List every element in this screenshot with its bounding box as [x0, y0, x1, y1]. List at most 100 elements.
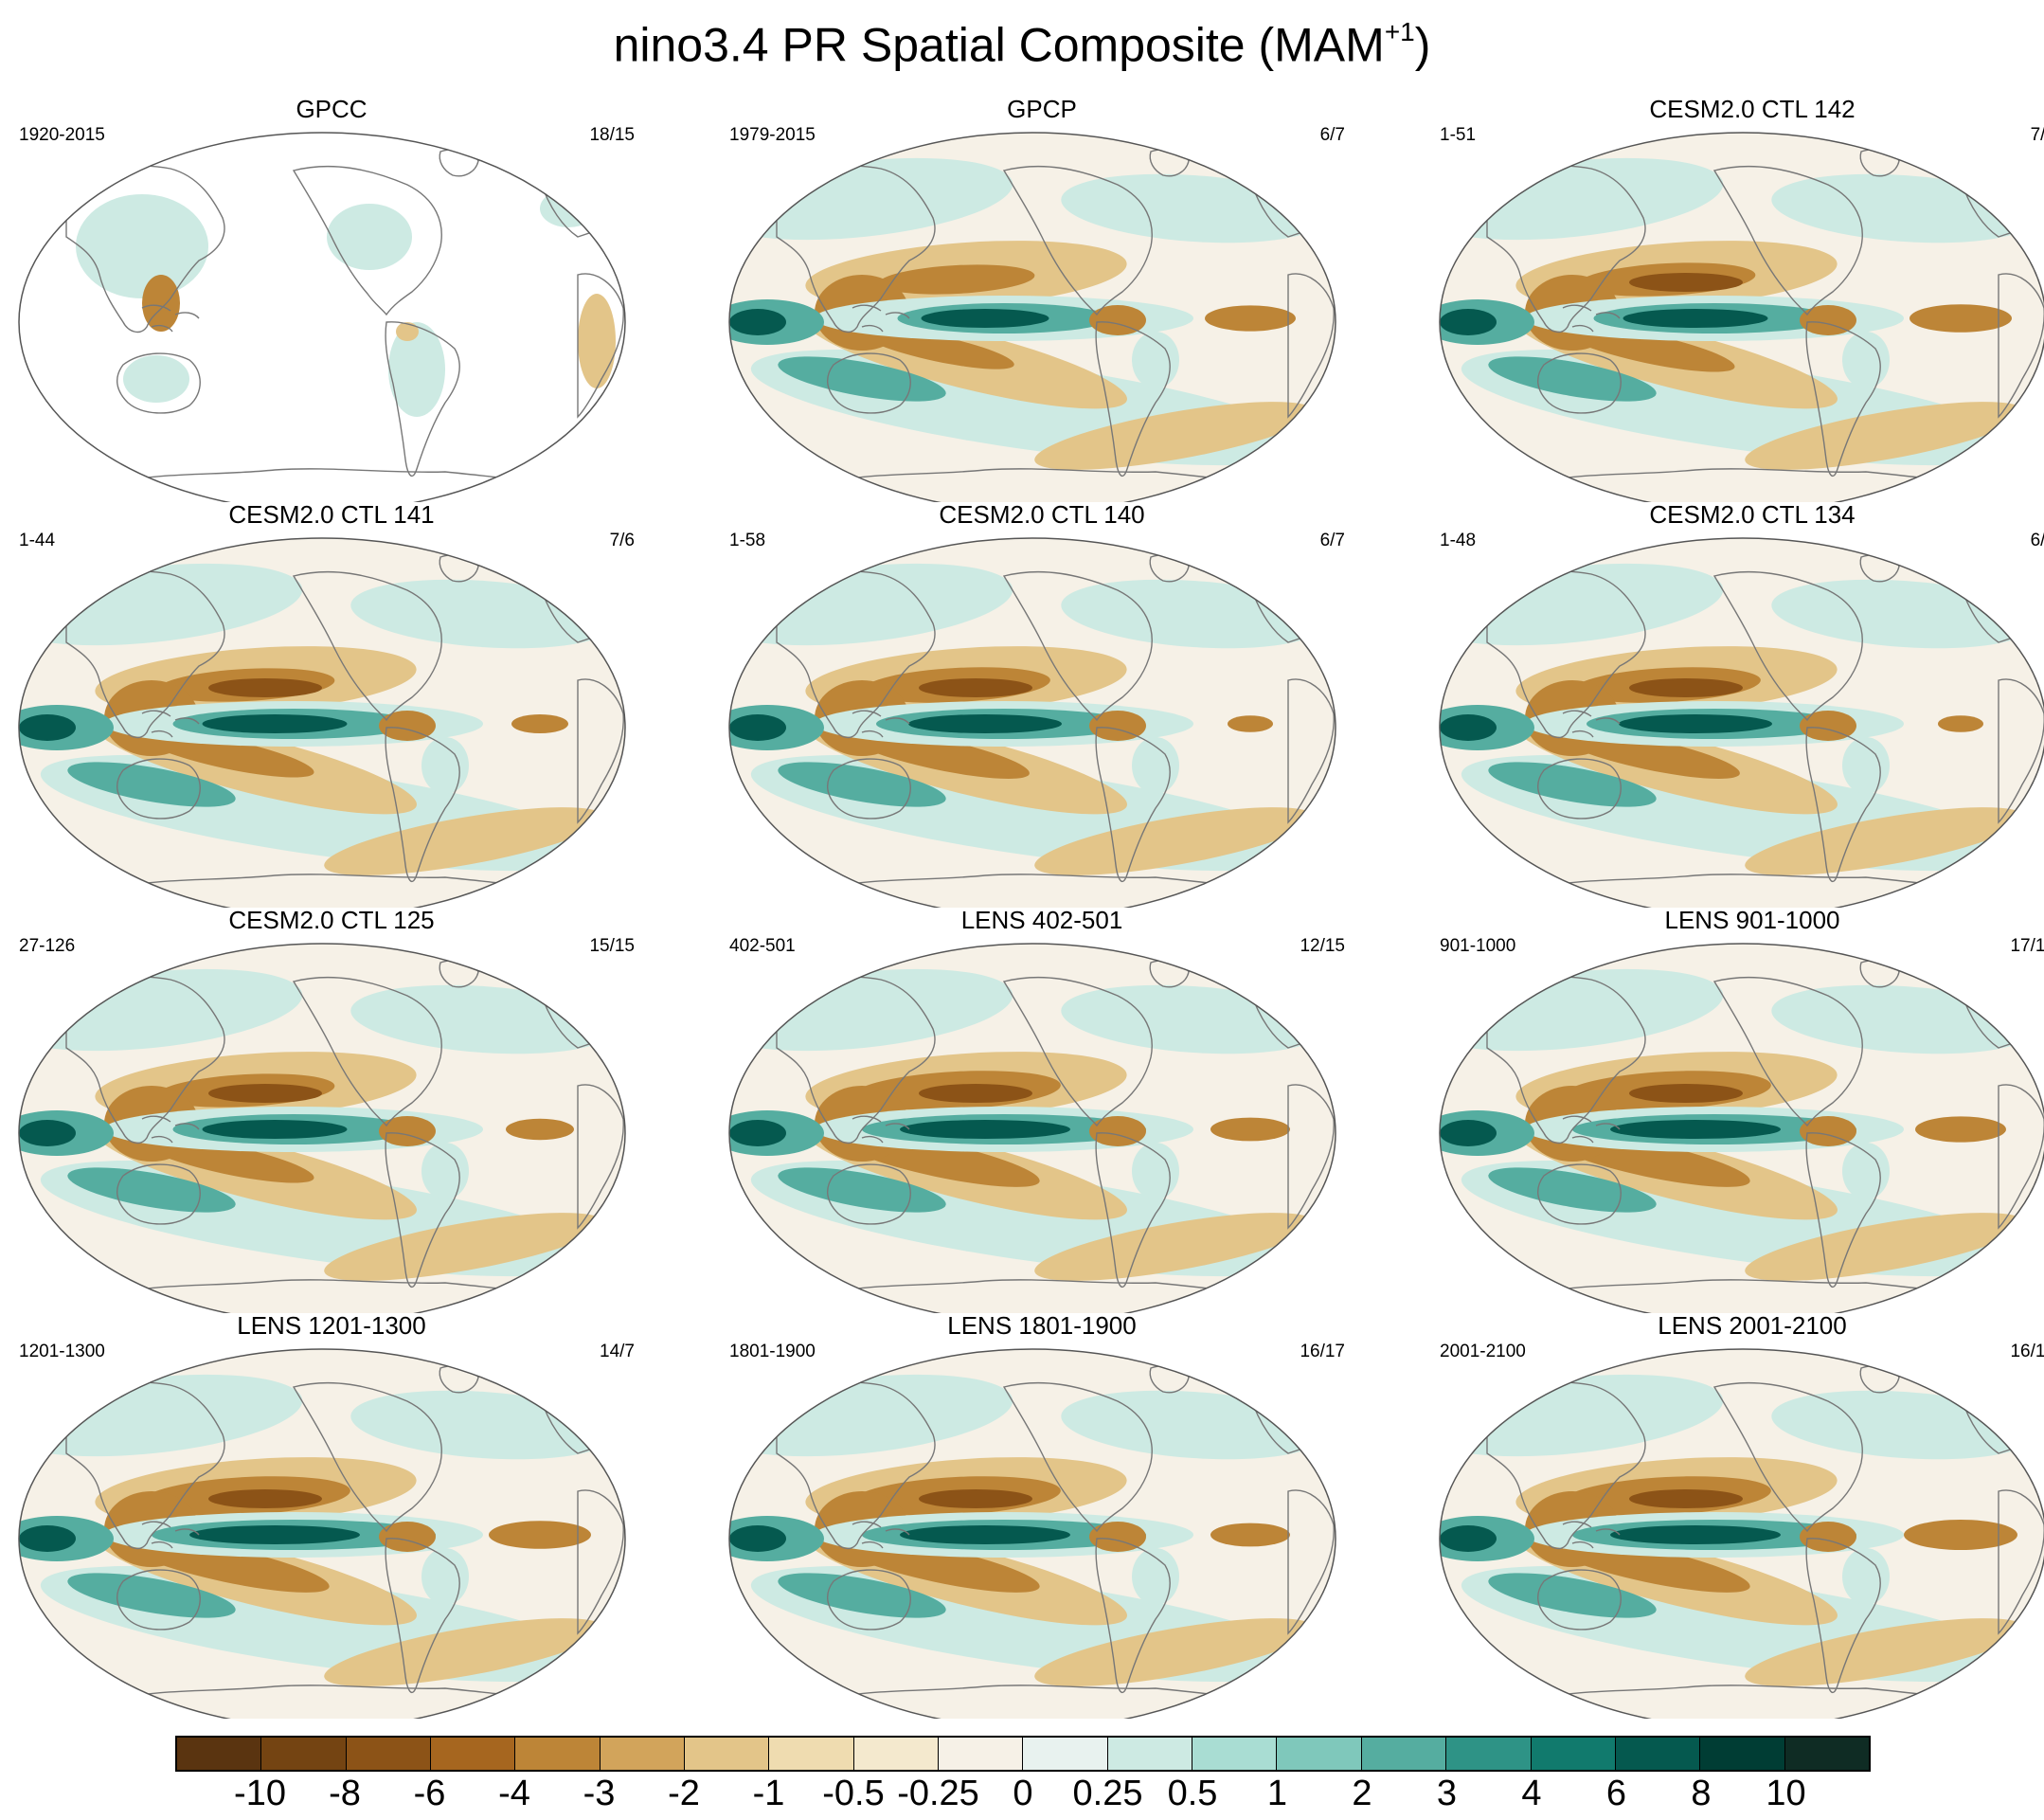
anomaly-region [1132, 1548, 1179, 1605]
anomaly-region [327, 204, 412, 270]
anomaly-region [208, 1084, 322, 1103]
coastline-australia [1537, 758, 1622, 820]
anomaly-region [1842, 1143, 1890, 1199]
colorbar-swatch [1615, 1738, 1701, 1770]
map-panel: GPCC 1920-2015 18/15 [9, 95, 654, 502]
panel-period-label: 1-58 [729, 531, 766, 550]
colorbar-tick-label: -10 [234, 1774, 286, 1813]
coastline-north-america [292, 976, 442, 1127]
anomaly-region [778, 1167, 946, 1213]
coastline-antarctica [1533, 1279, 1957, 1295]
panel-count-label: 14/7 [600, 1342, 635, 1361]
coastline-indonesia [1562, 304, 1621, 333]
coastline-africa [1998, 273, 2044, 419]
precip-map [1439, 1348, 2044, 1719]
coastline-indonesia [141, 1115, 200, 1144]
anomaly-region [489, 1521, 591, 1549]
coastline-asia [1486, 1381, 1646, 1550]
colorbar-tick-label: -0.25 [897, 1774, 979, 1813]
map-boundary [18, 132, 626, 502]
colorbar [175, 1736, 1871, 1772]
anomaly-region [1629, 678, 1743, 697]
coastline-south-america [1095, 727, 1171, 883]
anomaly-region [1132, 1143, 1179, 1199]
anomaly-region [1629, 1084, 1743, 1103]
anomaly-region [1938, 715, 1983, 732]
anomaly-region [919, 678, 1032, 697]
panel-title: CESM2.0 CTL 125 [228, 906, 435, 934]
anomaly-region [778, 1573, 946, 1618]
coastline-antarctica [823, 874, 1246, 890]
coastline-north-america [292, 165, 442, 316]
map-boundary [18, 537, 626, 908]
anomaly-region [506, 1118, 574, 1141]
anomaly-region [19, 1525, 76, 1552]
anomaly-region [421, 1548, 469, 1605]
anomaly-region [1629, 1489, 1743, 1508]
panel-count-label: 6/7 [1319, 531, 1345, 550]
map-panel: LENS 1201-1300 1201-1300 14/7 [9, 1311, 654, 1719]
anomaly-region [324, 807, 604, 875]
precip-map [728, 1348, 1336, 1719]
colorbar-tick-label: -3 [583, 1774, 616, 1813]
panel-period-label: 1-44 [19, 531, 56, 550]
coastline-antarctica [1533, 1685, 1957, 1701]
coastline-indonesia [1562, 1115, 1621, 1144]
coastline-indonesia [141, 1521, 200, 1549]
map-panel: LENS 402-501 402-501 12/15 [720, 906, 1364, 1313]
colorbar-swatch [1023, 1738, 1108, 1770]
colorbar-swatch [769, 1738, 854, 1770]
panel-count-label: 12/15 [1300, 936, 1345, 956]
anomaly-region [919, 1084, 1032, 1103]
colorbar-tick-label: 10 [1766, 1774, 1806, 1813]
colorbar-tick-label: 0.5 [1167, 1774, 1218, 1813]
panel-title: LENS 1801-1900 [947, 1311, 1137, 1340]
map-panel: CESM2.0 CTL 125 27-126 15/15 [9, 906, 654, 1313]
panel-title: GPCC [296, 95, 368, 123]
anomaly-region [511, 714, 568, 733]
coastline-antarctica [113, 1279, 536, 1295]
anomaly-region [1842, 737, 1890, 794]
colorbar-tick-label: -0.5 [822, 1774, 885, 1813]
map-boundary [728, 132, 1336, 502]
anomaly-region [421, 737, 469, 794]
coastline-indonesia [852, 1521, 910, 1549]
anomaly-region [202, 1120, 348, 1139]
anomaly-region [1745, 807, 2025, 875]
coastline-indonesia [1562, 710, 1621, 738]
panel-count-label: 15/15 [589, 936, 635, 956]
coastline-asia [776, 1381, 936, 1550]
anomaly-region [729, 1525, 786, 1552]
anomaly-region [67, 762, 236, 807]
anomaly-region [396, 322, 419, 341]
map-panel: GPCP 1979-2015 6/7 [720, 95, 1364, 502]
coastline-antarctica [823, 468, 1246, 484]
coastline-asia [776, 976, 936, 1144]
anomaly-region [1440, 1525, 1497, 1552]
coastline-africa [577, 273, 624, 419]
anomaly-region [1842, 332, 1890, 388]
coastline-asia [65, 165, 225, 333]
coastline-north-america [1002, 570, 1153, 722]
colorbar-tick-label: -8 [329, 1774, 361, 1813]
coastline-indonesia [852, 710, 910, 738]
coastline-africa [577, 1489, 624, 1635]
coastline-south-america [1095, 1538, 1171, 1694]
precip-map [1439, 537, 2044, 908]
map-panel: LENS 2001-2100 2001-2100 16/14 [1430, 1311, 2044, 1719]
colorbar-swatch [1361, 1738, 1447, 1770]
anomaly-region [19, 714, 76, 741]
coastline-indonesia [1562, 1521, 1621, 1549]
colorbar-labels: -10 -8 -6 -4 -3 -2 -1 -0.5 -0.25 0 0.25 0.5 1 2 3 4 6 8 10 [0, 1774, 2044, 1815]
figure-title-close: ) [1414, 18, 1431, 72]
coastline-north-america [1712, 570, 1863, 722]
coastline-south-america [1805, 1132, 1881, 1288]
anomaly-region [1745, 402, 2025, 470]
colorbar-swatch [853, 1738, 940, 1770]
anomaly-region [1440, 714, 1497, 741]
anomaly-region [1440, 1120, 1497, 1146]
coastline-asia [776, 570, 936, 739]
anomaly-region [1610, 1120, 1781, 1139]
coastline-australia [117, 1569, 201, 1631]
panel-count-label: 16/14 [2010, 1342, 2044, 1361]
